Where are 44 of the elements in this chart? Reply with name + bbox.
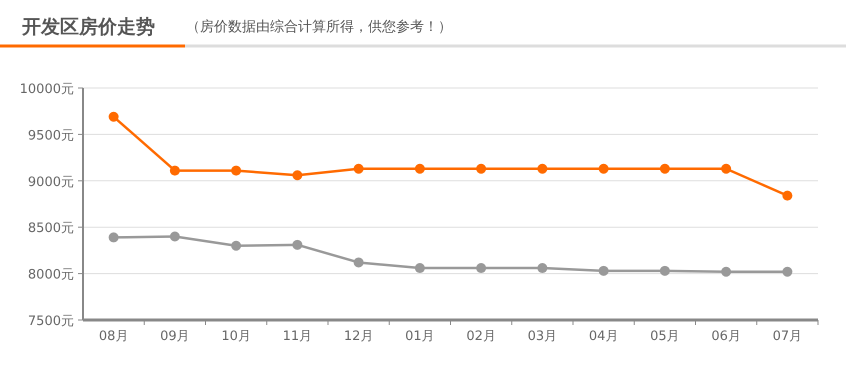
point bbox=[660, 164, 670, 174]
point bbox=[414, 164, 425, 174]
chart-title: 开发区房价走势 bbox=[21, 16, 155, 38]
y-tick-label: 8000元 bbox=[28, 268, 74, 283]
y-tick-label: 7500元 bbox=[28, 314, 74, 329]
point bbox=[231, 166, 242, 176]
point bbox=[537, 263, 548, 274]
point bbox=[354, 164, 364, 174]
x-tick-label: 11月 bbox=[282, 329, 312, 344]
point bbox=[598, 164, 609, 174]
x-tick-label: 01月 bbox=[405, 329, 435, 344]
x-tick-label: 07月 bbox=[772, 329, 802, 344]
x-tick-label: 10月 bbox=[221, 329, 251, 344]
point bbox=[537, 164, 548, 174]
point bbox=[170, 231, 180, 242]
x-tick-label: 05月 bbox=[650, 329, 680, 344]
y-tick-label: 10000元 bbox=[20, 82, 74, 97]
point bbox=[476, 164, 486, 174]
point bbox=[292, 240, 302, 250]
point bbox=[782, 266, 792, 277]
chart-subtitle: （房价数据由综合计算所得，供您参考！） bbox=[186, 19, 452, 35]
x-tick-label: 04月 bbox=[588, 329, 618, 344]
point bbox=[170, 166, 180, 176]
x-tick-label: 08月 bbox=[98, 329, 128, 344]
point bbox=[782, 190, 792, 201]
x-tick-label: 12月 bbox=[344, 329, 374, 344]
point bbox=[414, 263, 425, 274]
point bbox=[231, 240, 242, 251]
y-tick-label: 8500元 bbox=[28, 221, 74, 236]
point bbox=[476, 263, 486, 274]
point bbox=[721, 266, 732, 277]
x-tick-label: 02月 bbox=[466, 329, 496, 344]
point bbox=[108, 232, 119, 242]
y-tick-label: 9000元 bbox=[28, 174, 74, 190]
point bbox=[108, 112, 119, 122]
y-tick-label: 9500元 bbox=[28, 128, 74, 144]
point bbox=[354, 257, 364, 268]
point bbox=[660, 266, 670, 276]
x-tick-label: 03月 bbox=[528, 329, 558, 344]
x-tick-label: 06月 bbox=[711, 329, 741, 344]
point bbox=[292, 170, 302, 180]
point bbox=[598, 266, 609, 276]
point bbox=[721, 164, 732, 174]
x-tick-label: 09月 bbox=[160, 329, 190, 344]
